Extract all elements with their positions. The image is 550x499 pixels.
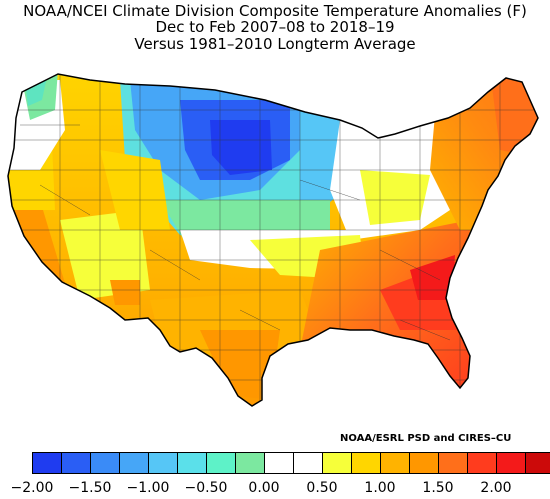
colorbar-tick-label: 1.50: [422, 480, 454, 496]
map-title-line-3: Versus 1981–2010 Longterm Average: [134, 35, 416, 53]
colorbar-swatch: [32, 452, 62, 474]
colorbar-swatch: [264, 452, 294, 474]
colorbar-swatch: [61, 452, 91, 474]
us-temperature-anomaly-map: [7, 73, 539, 407]
colorbar-swatch: [148, 452, 178, 474]
map-title-line-2: Dec to Feb 2007–08 to 2018–19: [155, 18, 395, 36]
colorbar-tick-label: −1.00: [126, 480, 170, 496]
colorbar-swatch: [525, 452, 550, 474]
colorbar-swatch: [90, 452, 120, 474]
colorbar-swatch: [235, 452, 265, 474]
colorbar-swatch: [496, 452, 526, 474]
colorbar-swatch: [293, 452, 323, 474]
colorbar-swatch: [322, 452, 352, 474]
colorbar: [32, 452, 550, 474]
colorbar-tick-label: −2.00: [10, 480, 54, 496]
colorbar-tick-label: 0.00: [248, 480, 280, 496]
colorbar-tick-label: 0.50: [306, 480, 338, 496]
colorbar-swatch: [177, 452, 207, 474]
colorbar-swatch: [119, 452, 149, 474]
colorbar-tick-label: −1.50: [68, 480, 112, 496]
colorbar-swatch: [206, 452, 236, 474]
colorbar-swatch: [467, 452, 497, 474]
map-title-line-1: NOAA/NCEI Climate Division Composite Tem…: [23, 2, 527, 20]
colorbar-tick-label: 1.00: [364, 480, 396, 496]
colorbar-swatch: [351, 452, 381, 474]
colorbar-tick-label: −0.50: [184, 480, 228, 496]
colorbar-tick-label: 2.00: [480, 480, 512, 496]
data-credit: NOAA/ESRL PSD and CIRES–CU: [340, 433, 512, 444]
colorbar-swatch: [409, 452, 439, 474]
colorbar-swatch: [438, 452, 468, 474]
colorbar-swatch: [380, 452, 410, 474]
